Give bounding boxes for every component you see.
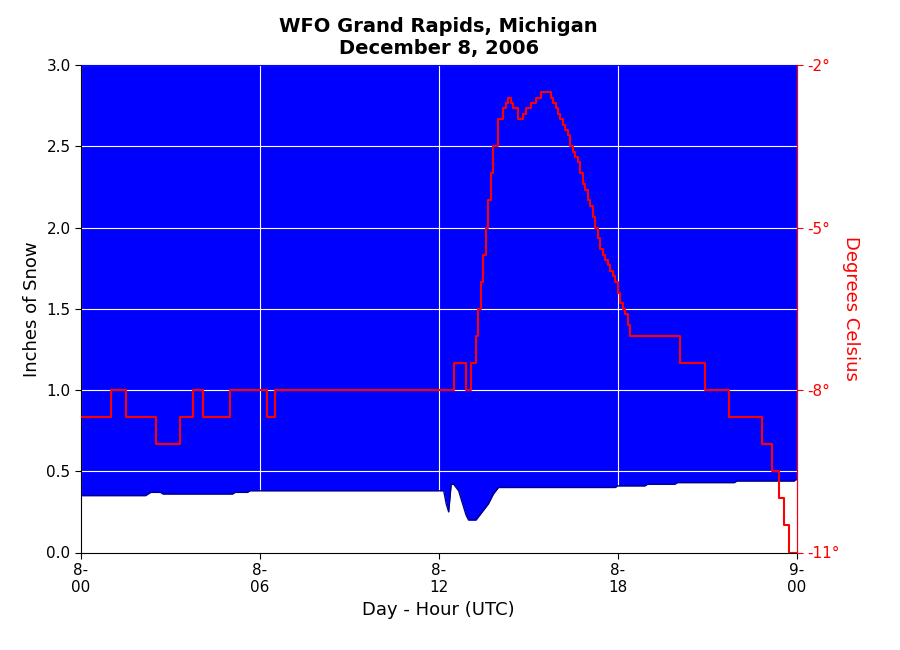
X-axis label: Day - Hour (UTC): Day - Hour (UTC) xyxy=(363,601,515,619)
Y-axis label: Inches of Snow: Inches of Snow xyxy=(22,241,40,376)
Y-axis label: Degrees Celsius: Degrees Celsius xyxy=(842,237,860,381)
Title: WFO Grand Rapids, Michigan
December 8, 2006: WFO Grand Rapids, Michigan December 8, 2… xyxy=(279,17,598,58)
